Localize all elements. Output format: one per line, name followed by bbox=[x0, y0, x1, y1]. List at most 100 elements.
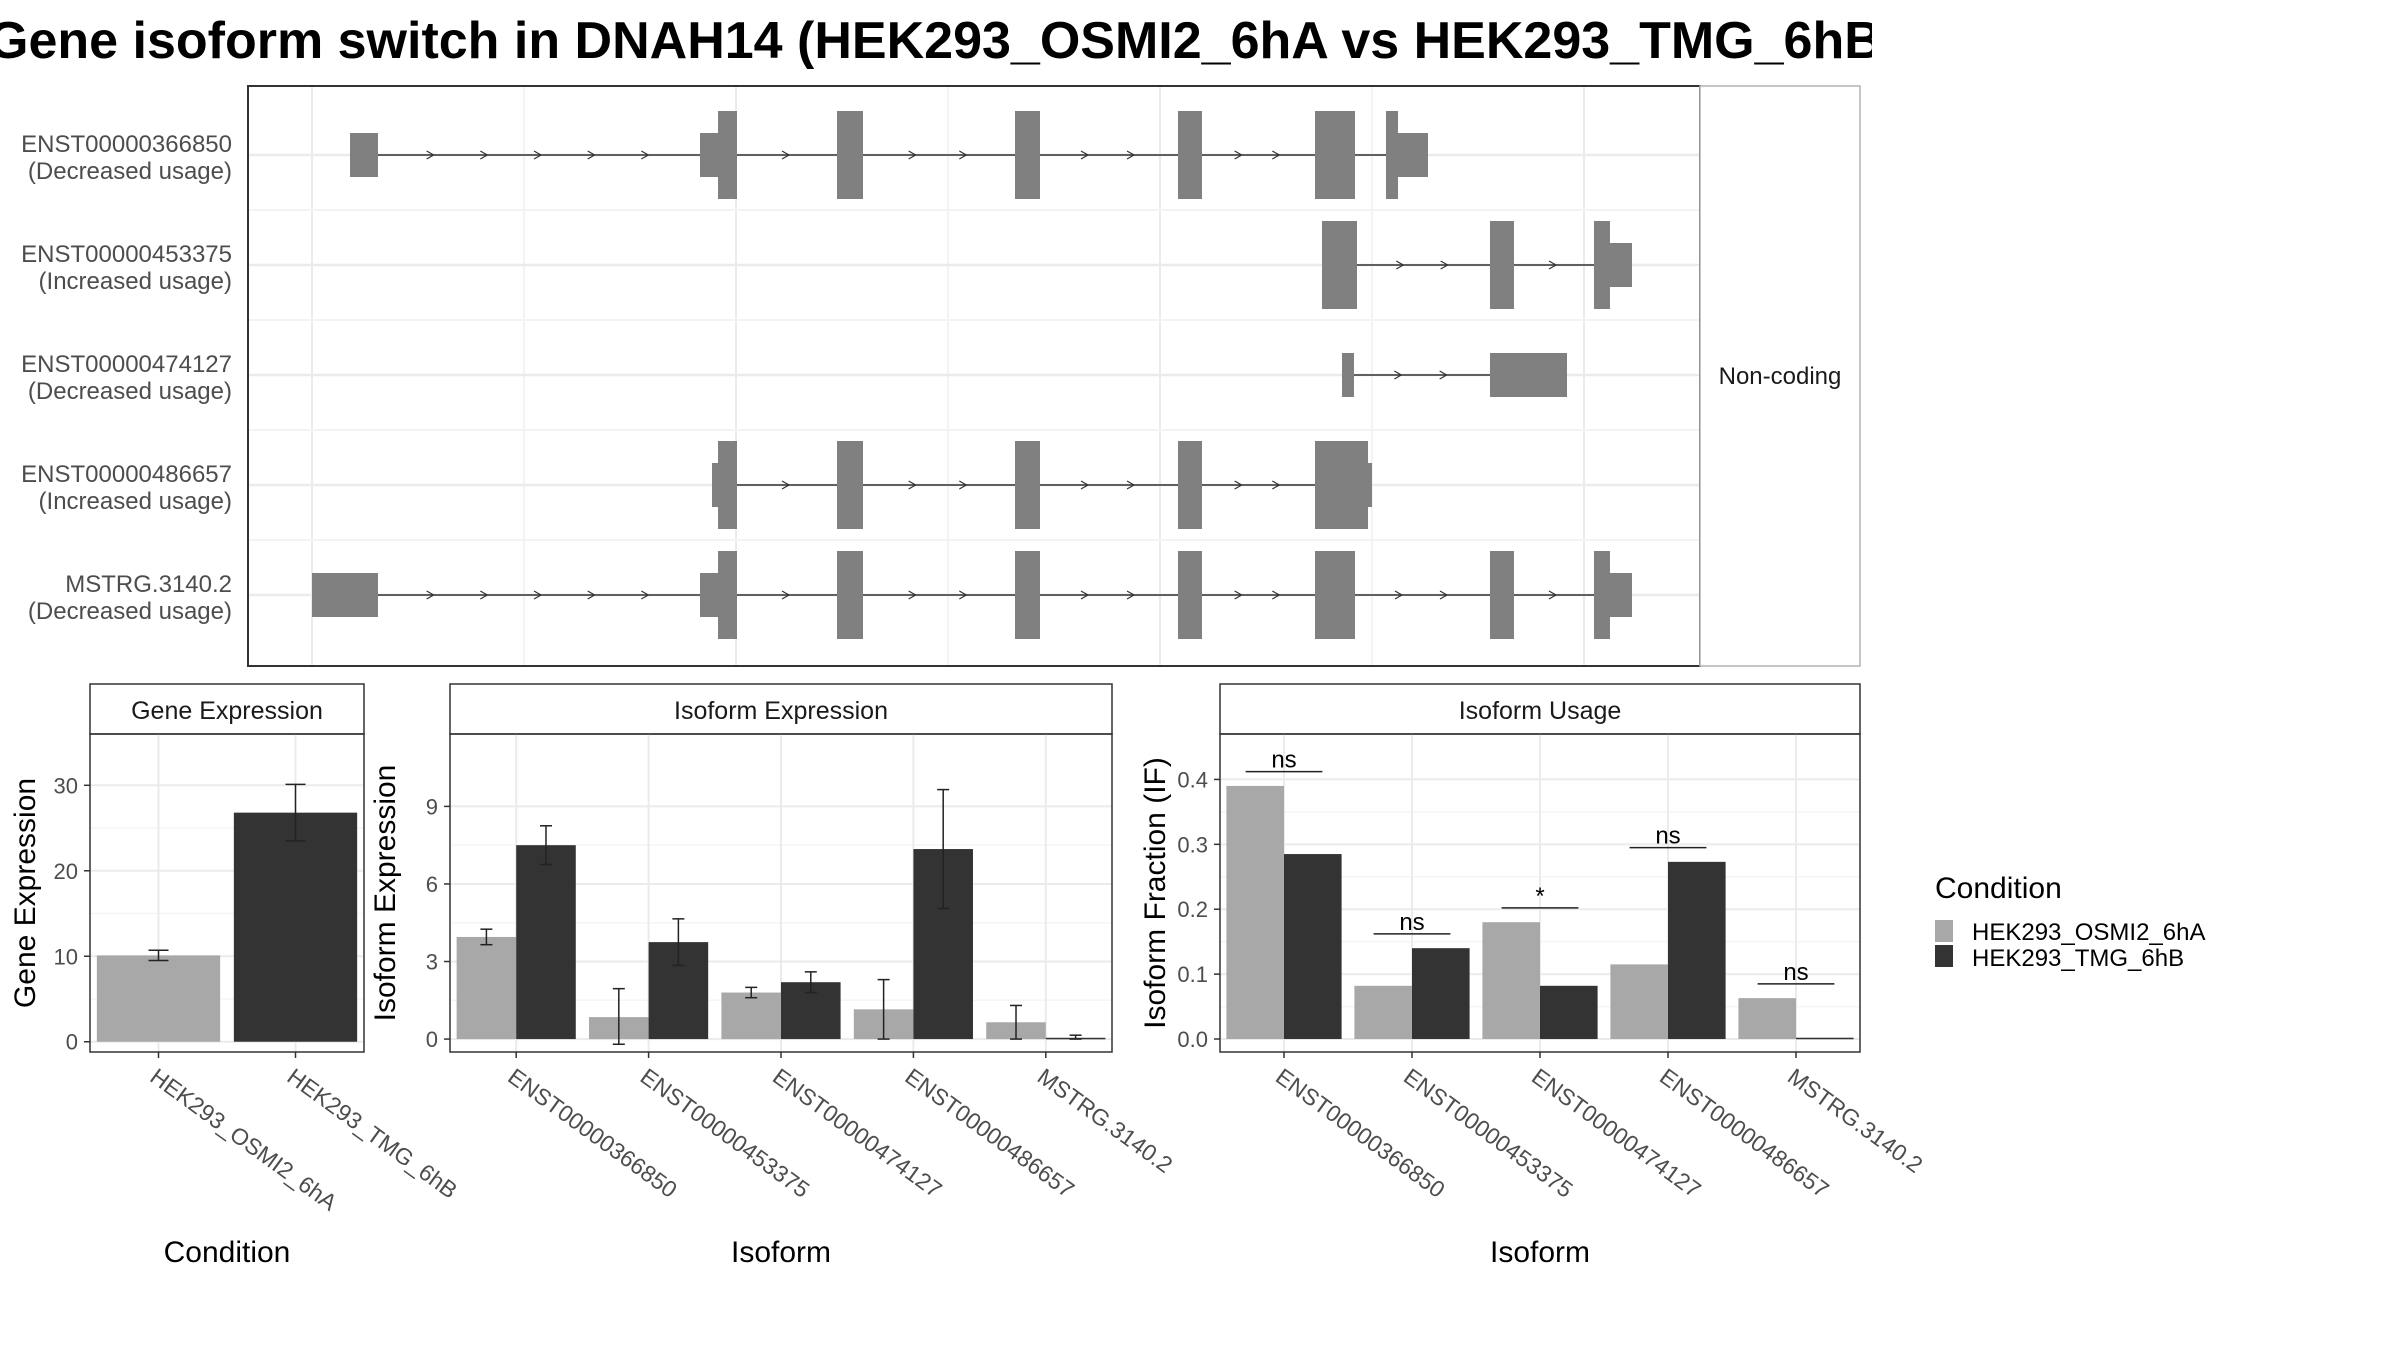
strand-arrow bbox=[908, 590, 917, 600]
strand-arrow bbox=[1080, 480, 1090, 490]
panel-strip bbox=[1219, 683, 1861, 735]
strand-arrow bbox=[1234, 150, 1243, 160]
transcript-labels: ENST00000366850(Decreased usage)ENST0000… bbox=[21, 131, 232, 625]
significance-label: ns bbox=[1271, 747, 1296, 774]
exon-block bbox=[1490, 551, 1514, 639]
x-axis-title: Isoform bbox=[1490, 1236, 1590, 1269]
exon-block bbox=[1322, 221, 1357, 309]
strand-arrow bbox=[781, 590, 791, 600]
significance-label: ns bbox=[1783, 959, 1808, 986]
strand-arrow bbox=[1272, 590, 1281, 600]
exon-block bbox=[837, 551, 863, 639]
exon-block bbox=[837, 111, 863, 199]
exon-block bbox=[1398, 133, 1428, 177]
strand-arrow bbox=[641, 590, 650, 600]
y-tick-label: 0 bbox=[66, 1030, 78, 1055]
bar bbox=[1738, 998, 1796, 1040]
exon-block bbox=[1315, 441, 1368, 529]
exon-block bbox=[1610, 243, 1632, 287]
chart-panel-2: Isoform Usage0.00.10.20.30.4nsns*nsnsENS… bbox=[1139, 683, 1928, 1269]
strand-arrow bbox=[781, 150, 791, 160]
strand-arrow bbox=[781, 480, 791, 490]
exon-block bbox=[718, 111, 737, 199]
exon-block bbox=[1490, 353, 1567, 397]
strand-arrow bbox=[1080, 590, 1090, 600]
y-tick-label: 9 bbox=[426, 794, 438, 819]
strand-arrow bbox=[587, 150, 596, 160]
y-tick-label: 0.0 bbox=[1177, 1027, 1208, 1052]
y-tick-label: 0.3 bbox=[1177, 832, 1208, 857]
exon-block bbox=[1315, 551, 1355, 639]
bar bbox=[516, 845, 576, 1040]
strand-arrow bbox=[533, 150, 543, 160]
transcript-status-label: (Decreased usage) bbox=[28, 158, 232, 185]
y-axis-title: Isoform Fraction (IF) bbox=[1139, 757, 1172, 1029]
exon-block bbox=[1015, 551, 1040, 639]
strand-arrow bbox=[1440, 260, 1449, 270]
exon-block bbox=[1342, 353, 1354, 397]
y-tick-label: 0.4 bbox=[1177, 767, 1208, 792]
exon-block bbox=[1594, 221, 1610, 309]
panel-strip-title: Isoform Expression bbox=[674, 697, 888, 725]
bar bbox=[1284, 854, 1342, 1040]
exon-block bbox=[1015, 441, 1040, 529]
transcript-models bbox=[312, 111, 1632, 639]
transcript-status-label: (Decreased usage) bbox=[28, 598, 232, 625]
strand-arrow bbox=[1272, 480, 1281, 490]
bar bbox=[1540, 985, 1598, 1040]
exon-block bbox=[1178, 111, 1202, 199]
strand-arrow bbox=[1080, 150, 1090, 160]
bar bbox=[1796, 1037, 1854, 1040]
bar bbox=[1354, 985, 1412, 1040]
exon-block bbox=[1594, 551, 1610, 639]
transcript-id-label: MSTRG.3140.2 bbox=[65, 571, 232, 598]
strand-arrow bbox=[959, 150, 968, 160]
strand-arrow bbox=[1439, 370, 1448, 380]
strand-arrow bbox=[426, 590, 435, 600]
transcript-status-label: (Decreased usage) bbox=[28, 378, 232, 405]
strand-arrow bbox=[1394, 370, 1403, 380]
strand-arrow bbox=[1548, 590, 1558, 600]
strand-arrow bbox=[1439, 590, 1449, 600]
significance-label: ns bbox=[1399, 909, 1424, 936]
legend-swatch-cond-b bbox=[1935, 945, 1953, 967]
strand-arrow bbox=[533, 590, 543, 600]
exon-block bbox=[712, 463, 718, 507]
legend-title: Condition bbox=[1935, 872, 2062, 905]
panel-strip bbox=[89, 683, 365, 735]
strand-arrow bbox=[908, 150, 917, 160]
y-tick-label: 3 bbox=[426, 950, 438, 975]
strand-arrow bbox=[480, 150, 489, 160]
y-tick-label: 0.2 bbox=[1177, 897, 1208, 922]
exon-block bbox=[1015, 111, 1040, 199]
exon-block bbox=[1178, 441, 1202, 529]
bar bbox=[456, 936, 517, 1040]
exon-block bbox=[700, 573, 718, 617]
exon-block bbox=[1490, 221, 1514, 309]
y-tick-label: 30 bbox=[54, 773, 78, 798]
exon-block bbox=[1610, 573, 1632, 617]
exon-block bbox=[312, 573, 378, 617]
strand-arrow bbox=[908, 480, 917, 490]
transcript-id-label: ENST00000486657 bbox=[21, 461, 232, 488]
bar bbox=[1226, 785, 1284, 1040]
bar bbox=[96, 955, 221, 1042]
bar-charts: Gene Expression0102030HEK293_OSMI2_6hAHE… bbox=[9, 683, 1928, 1269]
bar bbox=[1482, 922, 1540, 1040]
exon-block bbox=[718, 441, 737, 529]
strand-arrow bbox=[1394, 590, 1404, 600]
strand-arrow bbox=[426, 150, 435, 160]
noncoding-strip bbox=[1699, 85, 1861, 667]
exon-block bbox=[350, 133, 378, 177]
y-axis-title: Isoform Expression bbox=[369, 765, 402, 1022]
strand-arrow bbox=[1396, 260, 1405, 270]
significance-label: ns bbox=[1655, 823, 1680, 850]
strand-arrow bbox=[1234, 590, 1243, 600]
y-axis-title: Gene Expression bbox=[9, 778, 42, 1008]
panel-strip bbox=[449, 683, 1113, 735]
x-tick-label: MSTRG.3140.2 bbox=[1033, 1063, 1178, 1178]
exon-block bbox=[1368, 463, 1372, 507]
x-axis-title: Isoform bbox=[731, 1236, 831, 1269]
bar bbox=[1412, 948, 1470, 1040]
panel-strip-title: Gene Expression bbox=[131, 697, 323, 725]
